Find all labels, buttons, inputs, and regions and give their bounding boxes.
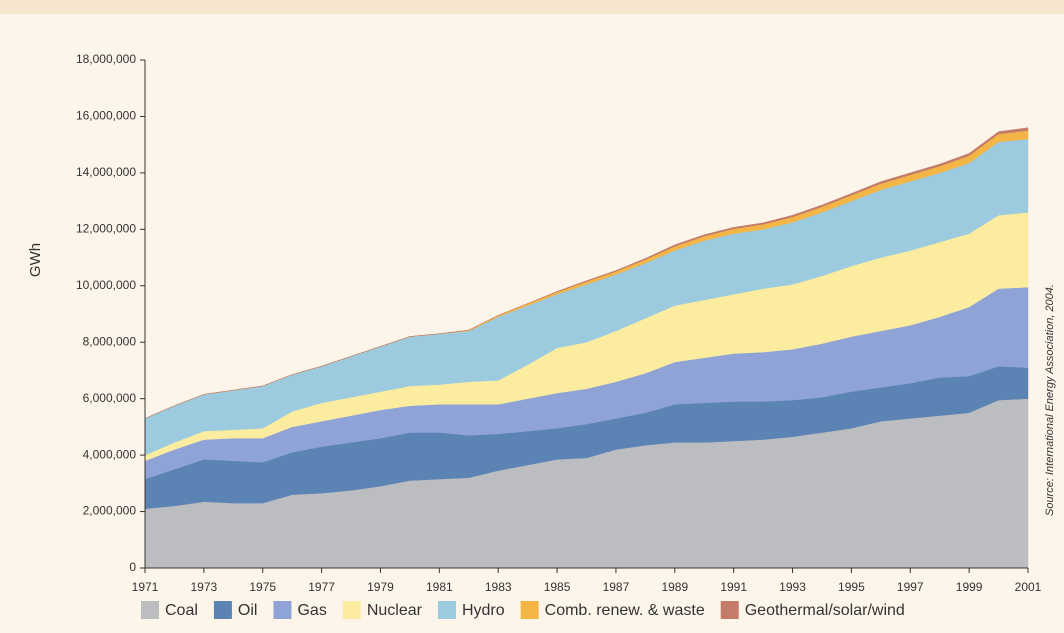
x-tick-label: 1987 xyxy=(603,580,630,594)
y-tick-label: 10,000,000 xyxy=(76,278,136,292)
legend-label: Oil xyxy=(238,602,258,619)
x-tick-label: 1981 xyxy=(426,580,453,594)
legend-swatch xyxy=(720,601,739,619)
y-axis-label: GWh xyxy=(27,243,44,277)
y-tick-label: 4,000,000 xyxy=(83,447,137,461)
y-tick-label: 18,000,000 xyxy=(76,52,136,66)
x-tick-label: 1993 xyxy=(779,580,806,594)
legend-label: Hydro xyxy=(462,602,505,619)
x-tick-label: 1991 xyxy=(720,580,747,594)
legend-swatch xyxy=(520,601,539,619)
legend-swatch xyxy=(141,601,159,619)
legend-swatch xyxy=(273,601,292,619)
y-tick-label: 12,000,000 xyxy=(76,222,136,236)
y-tick-label: 8,000,000 xyxy=(83,334,137,348)
y-tick-label: 6,000,000 xyxy=(83,391,137,405)
x-tick-label: 1979 xyxy=(367,580,394,594)
x-tick-label: 2001 xyxy=(1015,580,1042,594)
legend-label: Gas xyxy=(297,602,326,619)
x-tick-label: 1983 xyxy=(485,580,512,594)
x-tick-label: 1971 xyxy=(132,580,159,594)
area xyxy=(144,127,1029,419)
x-tick-label: 1973 xyxy=(191,580,218,594)
legend-swatch xyxy=(213,601,232,619)
source-note: Source: International Energy Association… xyxy=(1044,284,1056,516)
x-tick-label: 1997 xyxy=(897,580,924,594)
legend-label: Coal xyxy=(165,602,198,619)
legend-swatch xyxy=(342,601,361,619)
x-tick-label: 1975 xyxy=(249,580,276,594)
top-band xyxy=(0,0,1064,14)
x-tick-label: 1989 xyxy=(661,580,688,594)
legend-swatch xyxy=(437,601,456,619)
x-tick-label: 1995 xyxy=(838,580,865,594)
y-tick-label: 2,000,000 xyxy=(83,504,137,518)
legend-label: Geothermal/solar/wind xyxy=(745,602,905,619)
legend-label: Nuclear xyxy=(367,602,423,619)
x-tick-label: 1999 xyxy=(956,580,983,594)
x-tick-label: 1985 xyxy=(544,580,571,594)
legend-label: Comb. renew. & waste xyxy=(545,602,705,619)
y-tick-label: 16,000,000 xyxy=(76,109,136,123)
y-tick-label: 0 xyxy=(129,560,136,574)
x-tick-label: 1977 xyxy=(308,580,335,594)
y-tick-label: 14,000,000 xyxy=(76,165,136,179)
